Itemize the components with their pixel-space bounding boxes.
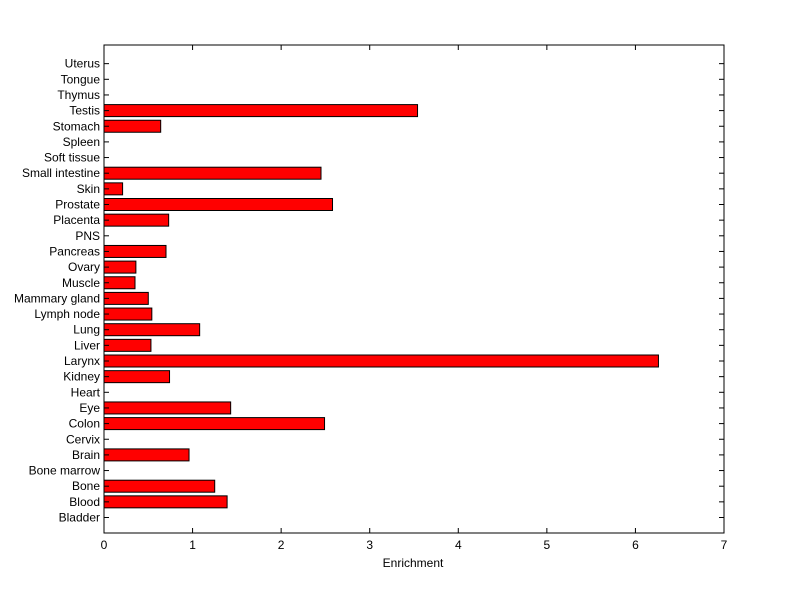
y-tick-label: Cervix — [66, 432, 100, 446]
bar-testis — [103, 104, 419, 118]
bar-colon — [103, 417, 326, 431]
bar-mammary-gland — [103, 291, 149, 305]
bar-prostate — [103, 198, 334, 211]
bar-stomach — [103, 119, 162, 133]
x-tick-label: 3 — [366, 538, 373, 552]
y-tick-label: Soft tissue — [44, 151, 100, 165]
y-tick-label: Tongue — [61, 72, 101, 86]
bar-kidney — [103, 370, 171, 384]
x-tick-label: 0 — [101, 538, 108, 552]
y-tick-label: Larynx — [64, 354, 100, 368]
y-tick-label: Mammary gland — [14, 291, 100, 305]
x-tick-label: 7 — [721, 538, 728, 552]
y-tick-label: Ovary — [68, 260, 100, 274]
y-tick-label: Skin — [77, 182, 100, 196]
x-tick-label: 4 — [455, 538, 462, 552]
x-axis-label: Enrichment — [383, 556, 444, 570]
bars-layer — [103, 104, 659, 509]
y-tick-label: Eye — [79, 401, 100, 415]
y-tick-label: Liver — [74, 338, 100, 352]
ticks-layer — [103, 45, 725, 533]
bar-blood — [103, 495, 228, 509]
y-tick-label: Uterus — [65, 57, 100, 71]
bar-eye — [103, 401, 232, 415]
x-tick-label: 1 — [189, 538, 196, 552]
y-tick-label: Muscle — [62, 276, 100, 290]
y-tick-label: Heart — [71, 385, 101, 399]
bar-pancreas — [103, 244, 167, 258]
y-tick-label: PNS — [75, 229, 100, 243]
bar-larynx — [103, 354, 659, 368]
y-tick-label: Spleen — [63, 135, 100, 149]
axes-frame — [103, 44, 725, 534]
y-tick-label: Prostate — [55, 198, 100, 212]
y-tick-label: Lung — [73, 323, 100, 337]
y-tick-label: Brain — [72, 448, 100, 462]
y-tick-label: Placenta — [53, 213, 100, 227]
y-tick-label: Lymph node — [34, 307, 100, 321]
bar-liver — [103, 338, 152, 352]
y-tick-label: Bone marrow — [29, 464, 101, 478]
y-tick-label: Small intestine — [22, 166, 100, 180]
y-tick-label: Thymus — [57, 88, 100, 102]
y-tick-label: Kidney — [63, 370, 100, 384]
bar-lymph-node — [103, 307, 153, 321]
x-tick-label: 6 — [632, 538, 639, 552]
x-tick-label: 5 — [544, 538, 551, 552]
y-tick-label: Testis — [69, 104, 100, 118]
y-tick-label: Colon — [69, 417, 100, 431]
y-tick-label: Blood — [69, 495, 100, 509]
y-tick-label: Stomach — [53, 119, 100, 133]
bar-placenta — [103, 213, 170, 227]
y-tick-label: Bladder — [59, 511, 100, 525]
bar-brain — [103, 448, 190, 462]
y-tick-label: Pancreas — [49, 244, 100, 258]
bar-small-intestine — [103, 166, 322, 180]
y-tick-label: Bone — [72, 479, 100, 493]
bar-lung — [103, 323, 201, 337]
bar-bone — [103, 479, 216, 493]
x-tick-label: 2 — [278, 538, 285, 552]
